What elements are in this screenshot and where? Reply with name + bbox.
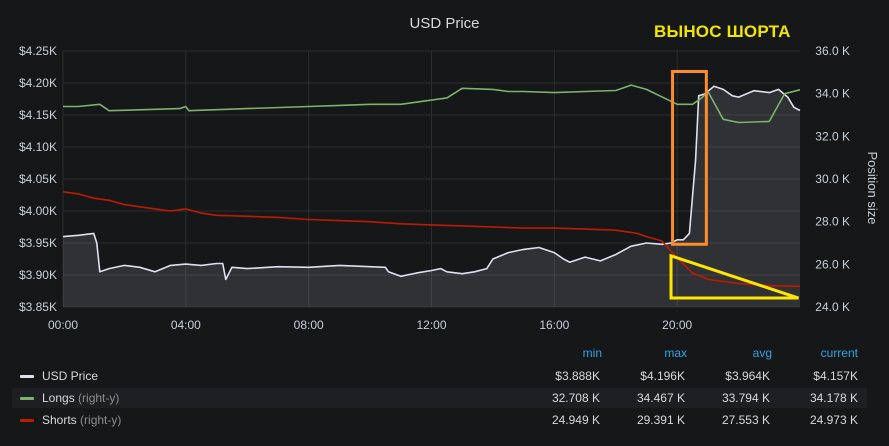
x-axis: 00:00 04:00 08:00 12:00 16:00 20:00 (48, 318, 693, 332)
y-right-tick-label: 36.0 K (815, 44, 850, 58)
y-left-tick-label: $4.15K (19, 108, 57, 122)
y-right-tick-label: 32.0 K (815, 129, 850, 143)
x-tick-label: 16:00 (539, 318, 569, 332)
y-left-tick-label: $4.00K (19, 204, 57, 218)
y-right-tick-label: 24.0 K (815, 300, 850, 314)
short-squeeze-annotation: ВЫНОС ШОРТА (654, 22, 791, 41)
grid-lines (62, 50, 800, 308)
legend-swatch (20, 375, 34, 378)
legend-header-min[interactable]: min (582, 346, 602, 360)
legend-row-usd-price[interactable]: USD Price $3.888K $4.196K $3.964K $4.157… (12, 366, 867, 386)
legend-series-name: Longs (right-y) (42, 391, 120, 405)
y-right-tick-label: 26.0 K (815, 257, 850, 271)
x-tick-label: 08:00 (294, 318, 324, 332)
legend-avg: 33.794 K (721, 391, 770, 405)
legend-current: 34.178 K (809, 391, 858, 405)
legend-current: 24.973 K (809, 413, 858, 427)
legend-avg: 27.553 K (721, 413, 770, 427)
x-tick-label: 20:00 (662, 318, 692, 332)
legend-header-avg[interactable]: avg (752, 346, 772, 360)
legend-min: 24.949 K (551, 413, 600, 427)
legend-swatch (20, 397, 34, 400)
legend-min: $3.888K (555, 369, 600, 383)
left-y-axis: $3.85K $3.90K $3.95K $4.00K $4.05K $4.10K $4.1… (19, 44, 57, 314)
y-left-tick-label: $3.90K (19, 268, 57, 282)
legend-header-max[interactable]: max (664, 346, 687, 360)
y-right-tick-label: 28.0 K (815, 215, 850, 229)
legend-row-shorts[interactable]: Shorts (right-y) 24.949 K 29.391 K 27.55… (12, 410, 867, 430)
annotation-shapes (669, 69, 799, 300)
legend-max: 29.391 K (636, 413, 685, 427)
legend-max: 34.467 K (636, 391, 685, 405)
legend-min: 32.708 K (551, 391, 600, 405)
y-right-tick-label: 34.0 K (815, 87, 850, 101)
right-y-axis: 24.0 K 26.0 K 28.0 K 30.0 K 32.0 K 34.0 K 36.0… (815, 44, 850, 314)
y-left-tick-label: $4.25K (19, 44, 57, 58)
legend-max: $4.196K (640, 369, 685, 383)
legend-current: $4.157K (813, 369, 858, 383)
chart-title: USD Price (409, 15, 480, 32)
y-left-tick-label: $3.85K (19, 300, 57, 314)
legend-swatch (20, 419, 34, 422)
legend-header-current[interactable]: current (820, 346, 858, 360)
highlight-box (671, 69, 708, 246)
legend-avg: $3.964K (725, 369, 770, 383)
y-left-tick-label: $3.95K (19, 236, 57, 250)
y-left-tick-label: $4.20K (19, 76, 57, 90)
highlight-triangle (669, 253, 799, 300)
legend-series-name: USD Price (42, 369, 99, 383)
y-left-tick-label: $4.10K (19, 140, 57, 154)
x-tick-label: 12:00 (416, 318, 446, 332)
right-y-axis-label: Position size (865, 152, 880, 225)
x-tick-label: 04:00 (171, 318, 201, 332)
usd-price-area (63, 86, 800, 307)
y-right-tick-label: 30.0 K (815, 172, 850, 186)
price-chart[interactable]: $3.85K $3.90K $3.95K $4.00K $4.05K $4.10K $4.1… (0, 0, 889, 340)
y-left-tick-label: $4.05K (19, 172, 57, 186)
legend-series-name: Shorts (right-y) (42, 413, 122, 427)
x-tick-label: 00:00 (48, 318, 78, 332)
legend-row-longs[interactable]: Longs (right-y) 32.708 K 34.467 K 33.794… (12, 388, 867, 408)
